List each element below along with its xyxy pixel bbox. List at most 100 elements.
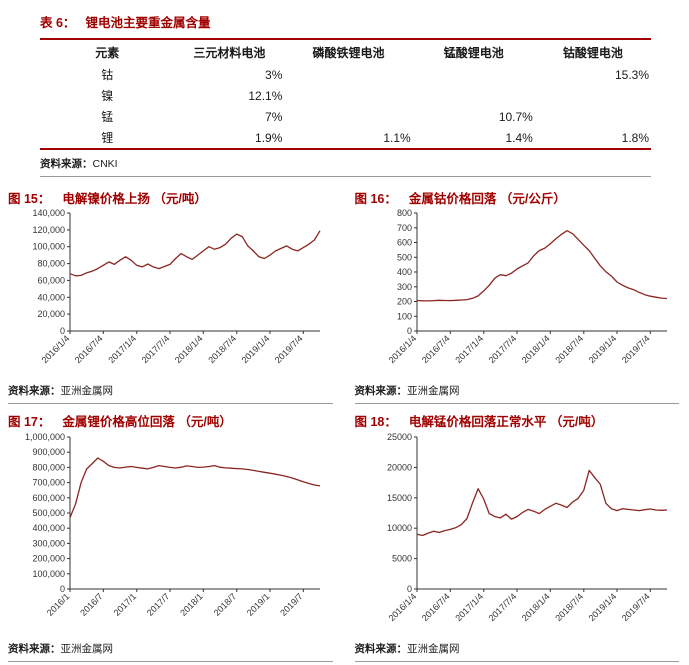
svg-text:0: 0: [60, 584, 65, 594]
source-value: 亚洲金属网: [60, 642, 114, 655]
column-header: 磷酸铁锂电池: [312, 46, 385, 60]
value-cell: 3%: [265, 67, 283, 82]
svg-text:2016/1: 2016/1: [45, 591, 72, 618]
svg-text:2018/7/4: 2018/7/4: [206, 334, 238, 366]
figure-15-title: 图 15： 电解镍价格上扬 （元/吨）: [8, 191, 333, 207]
svg-text:2019/1: 2019/1: [245, 591, 272, 618]
svg-text:10000: 10000: [386, 523, 411, 533]
svg-text:60,000: 60,000: [37, 276, 65, 286]
svg-text:2018/1: 2018/1: [178, 591, 205, 618]
table-header-row: 元素 三元材料电池 磷酸铁锂电池 锰酸锂电池 钴酸锂电池: [40, 39, 651, 64]
column-header: 钴酸锂电池: [562, 46, 623, 60]
svg-text:200,000: 200,000: [32, 553, 65, 563]
svg-text:2017/7/4: 2017/7/4: [140, 334, 172, 366]
value-cell: 10.7%: [498, 109, 533, 124]
table-row: 锂 1.9% 1.1% 1.4% 1.8%: [40, 127, 651, 149]
table-row: 锰 7% 10.7%: [40, 106, 651, 127]
table-6-title-text: 锂电池主要重金属含量: [85, 16, 211, 30]
table-source-line: 资料来源：CNKI: [40, 156, 651, 171]
svg-text:500: 500: [396, 253, 411, 263]
svg-text:800: 800: [396, 208, 411, 218]
element-cell: 钴: [101, 68, 114, 82]
svg-text:2017/1/4: 2017/1/4: [453, 334, 485, 366]
figure-17-tag: 图 17：: [8, 415, 51, 430]
svg-text:2019/7/4: 2019/7/4: [619, 334, 651, 366]
svg-text:2016/7/4: 2016/7/4: [419, 334, 451, 366]
svg-text:2017/7: 2017/7: [145, 591, 172, 618]
svg-text:2018/1/4: 2018/1/4: [173, 334, 205, 366]
svg-text:2018/7/4: 2018/7/4: [553, 591, 585, 623]
figure-18-source-line: 资料来源：亚洲金属网: [355, 641, 680, 656]
value-cell: [284, 106, 412, 127]
element-cell: 锂: [101, 131, 114, 145]
svg-text:2018/7: 2018/7: [212, 591, 239, 618]
charts-grid: 图 15： 电解镍价格上扬 （元/吨） 0 20,000 40,000 60,000 80…: [0, 177, 689, 662]
svg-text:2016/1/4: 2016/1/4: [386, 334, 418, 366]
svg-text:20,000: 20,000: [37, 309, 65, 319]
figure-15-title-text: 电解镍价格上扬 （元/吨）: [62, 192, 207, 206]
value-cell: 12.1%: [248, 88, 283, 103]
svg-text:700: 700: [396, 223, 411, 233]
svg-text:500,000: 500,000: [32, 508, 65, 518]
svg-text:1,000,000: 1,000,000: [25, 432, 65, 442]
svg-text:2017/1: 2017/1: [112, 591, 139, 618]
source-value: 亚洲金属网: [407, 642, 460, 655]
value-cell: 1.9%: [255, 130, 283, 145]
value-cell: [413, 64, 535, 85]
column-header: 元素: [95, 46, 120, 60]
figure-16-title: 图 16： 金属钴价格回落 （元/公斤）: [355, 191, 680, 207]
source-value: 亚洲金属网: [60, 385, 114, 398]
svg-text:100,000: 100,000: [32, 242, 65, 252]
svg-text:140,000: 140,000: [32, 208, 65, 218]
element-cell: 镍: [101, 89, 114, 103]
svg-text:600,000: 600,000: [32, 492, 65, 502]
figure-18-title: 图 18： 电解锰价格回落正常水平 （元/吨）: [355, 414, 680, 430]
svg-text:100,000: 100,000: [32, 568, 65, 578]
source-label: 资料来源：: [354, 642, 408, 655]
section-divider: [8, 660, 333, 662]
value-cell: [284, 85, 412, 106]
value-cell: 7%: [265, 109, 283, 124]
svg-text:800,000: 800,000: [32, 462, 65, 472]
svg-text:40,000: 40,000: [37, 293, 65, 303]
svg-text:0: 0: [406, 584, 411, 594]
figure-18-svg: 0 5000 10000 15000 20000 25000 2016/1/4 2016/7/…: [386, 432, 667, 623]
figure-17-block: 图 17： 金属锂价格高位回落 （元/吨） 0 100,000 200,000 300,…: [8, 404, 333, 662]
table-6-section: 表 6： 锂电池主要重金属含量 元素 三元材料电池 磷酸铁锂电池 锰酸锂电池 钴酸锂电池 …: [0, 0, 689, 177]
table-6-tag: 表 6：: [40, 16, 76, 30]
svg-text:2016/7/4: 2016/7/4: [419, 591, 451, 623]
value-cell: 1.8%: [621, 130, 649, 145]
svg-text:20000: 20000: [386, 462, 411, 472]
source-value: 亚洲金属网: [407, 385, 460, 398]
column-header: 三元材料电池: [193, 46, 266, 60]
svg-text:2016/7/4: 2016/7/4: [73, 334, 105, 366]
figure-17-title-text: 金属锂价格高位回落 （元/吨）: [62, 415, 232, 430]
source-label: 资料来源：: [40, 158, 93, 170]
svg-text:2017/7/4: 2017/7/4: [486, 334, 518, 366]
value-cell: [535, 106, 651, 127]
source-label: 资料来源：: [8, 385, 61, 398]
figure-15-tag: 图 15：: [8, 192, 51, 206]
value-cell: [535, 85, 651, 106]
figure-18-title-text: 电解锰价格回落正常水平 （元/吨）: [408, 415, 604, 430]
svg-text:300: 300: [396, 282, 411, 292]
figure-15-svg: 0 20,000 40,000 60,000 80,000 100,000 120,000 1…: [32, 208, 321, 366]
svg-text:100: 100: [396, 312, 411, 322]
section-divider: [40, 176, 651, 177]
svg-text:0: 0: [60, 326, 65, 336]
source-label: 资料来源：: [354, 385, 408, 398]
value-cell: 1.1%: [383, 130, 411, 145]
element-cell: 锰: [101, 110, 114, 124]
source-label: 资料来源：: [8, 642, 61, 655]
figure-18-chart: 0 5000 10000 15000 20000 25000 2016/1/4 2016/7/…: [355, 431, 680, 635]
svg-text:2016/7: 2016/7: [78, 591, 105, 618]
table-body: 钴 3% 15.3% 镍 12.1% 锰 7% 10.7% 锂 1.9% 1.1% 1.4% 1.8%: [40, 64, 651, 149]
svg-text:2016/1/4: 2016/1/4: [40, 334, 72, 366]
svg-text:2017/1/4: 2017/1/4: [453, 591, 485, 623]
table-6-title: 表 6： 锂电池主要重金属含量: [40, 12, 651, 31]
figure-16-tag: 图 16：: [354, 192, 397, 206]
figure-17-source-line: 资料来源：亚洲金属网: [8, 641, 333, 656]
svg-text:900,000: 900,000: [32, 447, 65, 457]
svg-text:200: 200: [396, 297, 411, 307]
figure-16-svg: 0 100 200 300 400 500 600 700 800 2016/1/4 2016/7/…: [386, 208, 667, 366]
